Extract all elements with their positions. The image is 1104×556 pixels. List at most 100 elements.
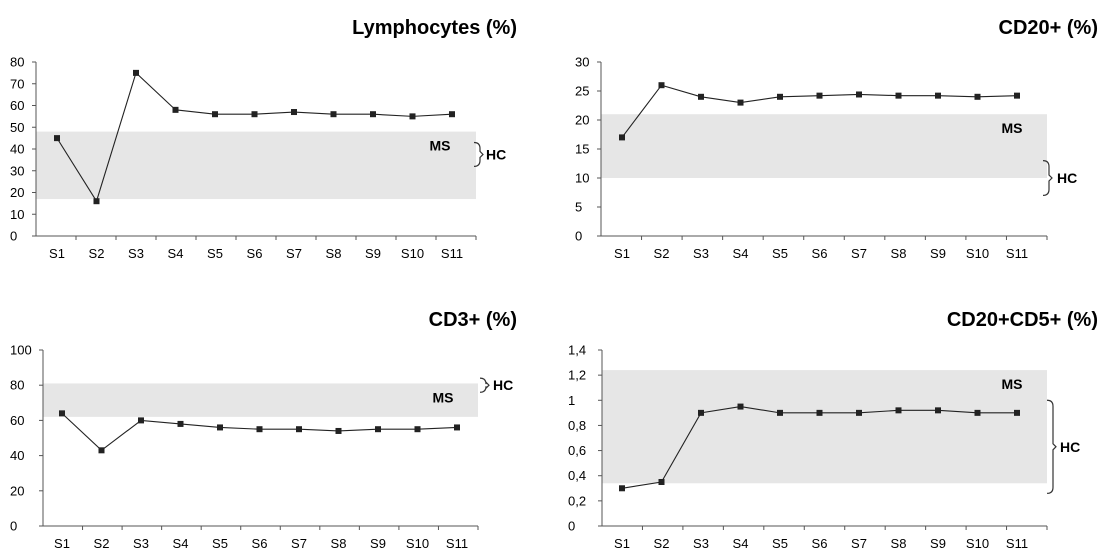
chart-cd20: MS HC CD20+ (%) 0 5 10 15 20 25 30 S1 S2 S3 S4 S5 S6 S7 S… [552, 0, 1104, 278]
x-tick-label: S3 [128, 246, 144, 261]
y-tick-label: 0 [575, 229, 582, 244]
data-point [816, 409, 823, 416]
x-tick-label: S4 [733, 246, 749, 261]
x-tick-label: S9 [370, 536, 386, 551]
x-tick-label: S2 [654, 536, 670, 551]
y-tick-label: 20 [10, 185, 24, 200]
hc-bracket [1042, 160, 1053, 196]
x-tick-label: S7 [851, 246, 867, 261]
chart-svg: MS HC CD20+CD5+ (%) 0 0,2 0,4 0,6 0,8 1 1,2 1,4 S1 S… [568, 309, 1098, 551]
data-point [619, 485, 625, 492]
y-tick-label: 5 [575, 200, 582, 215]
chart-svg: MS HC CD20+ (%) 0 5 10 15 20 25 30 S1 S2 S3 S4 S5 S6 S7 S… [575, 17, 1098, 261]
y-tick-label: 0,6 [568, 443, 586, 458]
x-tick-label: S10 [406, 536, 429, 551]
y-tick-label: 60 [10, 98, 24, 113]
y-tick-label: 100 [10, 343, 32, 358]
data-point [777, 93, 783, 100]
ms-band [43, 383, 478, 417]
y-tick-label: 0,8 [568, 418, 586, 433]
data-point [658, 82, 665, 89]
x-tick-label: S3 [133, 536, 149, 551]
data-point [737, 99, 744, 106]
chart-svg: MS HC Lymphocytes (%) 0 10 20 30 40 50 60 70 80 S1 S2… [10, 17, 517, 261]
data-point [454, 424, 460, 431]
x-tick-label: S1 [49, 246, 65, 261]
y-tick-label: 20 [10, 483, 24, 498]
data-point [895, 92, 902, 99]
x-tick-label: S6 [812, 246, 828, 261]
data-point [1014, 92, 1020, 99]
ms-band-label: MS [1002, 376, 1023, 392]
y-tick-label: 20 [575, 113, 589, 128]
y-tick-label: 50 [10, 120, 24, 135]
y-tick-label: 80 [10, 55, 24, 70]
data-point [974, 93, 981, 100]
chart-lymphocytes: MS HC Lymphocytes (%) 0 10 20 30 40 50 60 70 80 S1 S2… [0, 0, 552, 278]
data-point [177, 420, 184, 427]
data-point [816, 92, 823, 99]
data-point [895, 407, 902, 414]
x-tick-label: S2 [94, 536, 110, 551]
x-tick-label: S11 [441, 246, 463, 261]
x-tick-label: S7 [291, 536, 307, 551]
x-tick-label: S1 [54, 536, 70, 551]
x-tick-label: S8 [326, 246, 342, 261]
y-tick-label: 60 [10, 413, 24, 428]
x-tick-label: S10 [401, 246, 424, 261]
ms-band [602, 370, 1047, 484]
x-tick-label: S5 [207, 246, 223, 261]
data-point [291, 109, 297, 116]
hc-bracket [479, 377, 490, 393]
hc-bracket [473, 141, 484, 167]
data-point [93, 198, 100, 205]
data-point [217, 424, 223, 431]
chart-cd3: MS HC CD3+ (%) 0 20 40 60 80 100 S1 S2 S3 S4 S5 S6 S7 S8… [0, 278, 552, 556]
data-point [935, 407, 941, 414]
data-point [737, 403, 744, 410]
data-point [98, 447, 105, 454]
x-tick-label: S5 [212, 536, 228, 551]
ms-band-label: MS [1002, 120, 1023, 136]
data-point [619, 134, 625, 141]
data-point [414, 426, 421, 433]
hc-bracket-label: HC [1057, 170, 1077, 186]
data-point [935, 92, 941, 99]
y-tick-label: 0 [568, 519, 575, 534]
y-tick-label: 0 [10, 229, 17, 244]
x-tick-label: S11 [1006, 536, 1028, 551]
y-tick-label: 25 [575, 84, 589, 99]
data-point [974, 409, 981, 416]
hc-bracket [1046, 399, 1057, 494]
data-point [449, 111, 455, 118]
data-point [1014, 409, 1020, 416]
x-tick-label: S4 [733, 536, 749, 551]
x-tick-label: S7 [286, 246, 302, 261]
data-point [409, 113, 416, 120]
y-tick-label: 40 [10, 448, 24, 463]
data-point [658, 479, 665, 485]
data-point [212, 111, 218, 118]
data-point [138, 417, 144, 424]
data-point [296, 426, 302, 433]
x-tick-label: S4 [173, 536, 189, 551]
chart-title: CD20+CD5+ (%) [947, 309, 1098, 331]
ms-band-label: MS [430, 138, 451, 154]
x-tick-label: S6 [812, 536, 828, 551]
chart-title: CD20+ (%) [999, 17, 1098, 39]
data-point [335, 427, 342, 434]
data-point [256, 426, 263, 433]
data-point [698, 409, 704, 416]
ms-band-label: MS [433, 389, 454, 405]
x-tick-label: S11 [446, 536, 468, 551]
chart-title: Lymphocytes (%) [352, 17, 517, 39]
data-point [172, 106, 179, 113]
x-tick-label: S3 [693, 536, 709, 551]
ms-band [601, 114, 1047, 178]
y-tick-label: 10 [575, 171, 589, 186]
y-tick-label: 0,4 [568, 468, 586, 483]
y-tick-label: 0,2 [568, 493, 586, 508]
x-tick-label: S11 [1006, 246, 1028, 261]
x-tick-label: S9 [365, 246, 381, 261]
x-tick-label: S5 [772, 246, 788, 261]
